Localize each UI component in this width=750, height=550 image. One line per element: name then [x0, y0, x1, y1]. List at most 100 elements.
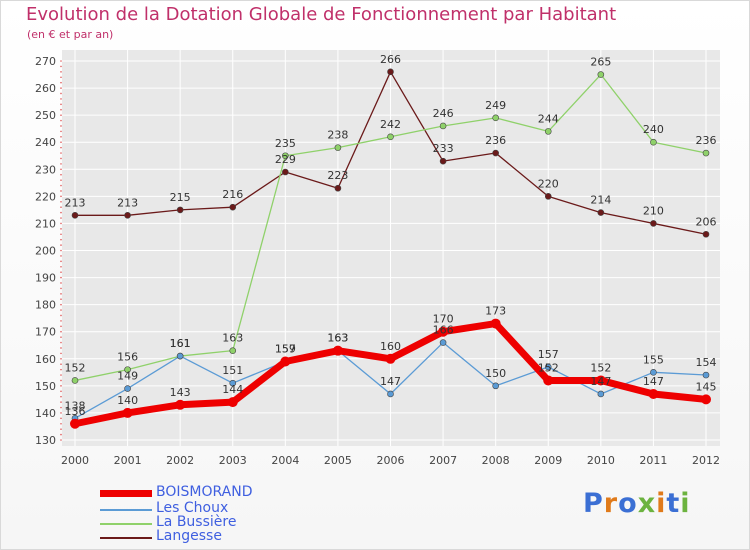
- y-minor-tick: [60, 60, 62, 62]
- y-minor-tick: [60, 428, 62, 430]
- data-point: [492, 382, 499, 390]
- y-minor-tick: [60, 439, 62, 441]
- data-point: [543, 375, 554, 386]
- x-tick-label: 2006: [377, 454, 405, 467]
- data-point: [544, 128, 552, 135]
- y-tick-label: 220: [35, 190, 56, 203]
- legend-swatch-les-choux: [100, 509, 152, 511]
- data-label: 163: [327, 332, 348, 345]
- data-point: [282, 152, 289, 160]
- y-minor-tick: [60, 179, 62, 181]
- data-label: 266: [380, 53, 401, 66]
- data-point: [122, 407, 133, 418]
- y-tick-label: 170: [35, 326, 56, 339]
- x-tick-label: 2010: [587, 454, 615, 467]
- y-minor-tick: [60, 157, 62, 160]
- y-minor-tick: [60, 330, 62, 333]
- logo-letter: i: [680, 488, 691, 519]
- legend-label-la-bussiere: La Bussière: [156, 514, 237, 530]
- y-minor-tick: [60, 401, 62, 403]
- y-minor-tick: [60, 379, 62, 382]
- y-minor-tick: [60, 352, 62, 355]
- y-minor-tick: [60, 228, 62, 230]
- y-tick-label: 160: [35, 353, 56, 366]
- chart-subtitle: (en € et par an): [27, 28, 114, 41]
- data-label: 156: [117, 351, 138, 364]
- data-point: [387, 390, 394, 398]
- data-point: [650, 138, 657, 146]
- y-minor-tick: [60, 374, 62, 376]
- y-minor-tick: [60, 114, 62, 116]
- x-tick-label: 2001: [114, 454, 142, 467]
- y-tick-label: 180: [35, 299, 56, 312]
- data-point: [229, 379, 237, 387]
- y-minor-tick: [60, 303, 62, 306]
- y-tick-label: 270: [35, 55, 56, 68]
- legend-item-boismorand: BOISMORAND: [100, 484, 340, 500]
- y-minor-tick: [60, 271, 62, 273]
- y-tick-label: 200: [35, 245, 56, 258]
- y-minor-tick: [60, 71, 62, 73]
- data-label: 235: [275, 137, 296, 150]
- data-label: 173: [485, 305, 506, 318]
- data-point: [176, 352, 184, 360]
- y-minor-tick: [60, 81, 62, 84]
- y-minor-tick: [60, 412, 62, 414]
- y-minor-tick: [60, 249, 62, 252]
- data-label: 215: [170, 191, 191, 204]
- data-label: 206: [696, 215, 717, 228]
- data-label: 244: [538, 112, 559, 125]
- data-label: 213: [117, 196, 138, 209]
- data-label: 166: [433, 324, 454, 337]
- data-point: [702, 230, 710, 238]
- data-label: 143: [170, 386, 191, 399]
- y-minor-tick: [60, 168, 62, 171]
- proxiti-logo: Proxiti: [583, 488, 691, 519]
- y-minor-tick: [60, 276, 62, 279]
- y-minor-tick: [60, 260, 62, 263]
- data-point: [544, 193, 552, 200]
- data-label: 144: [222, 383, 243, 396]
- y-minor-tick: [60, 200, 62, 203]
- data-point: [280, 356, 291, 367]
- data-label: 246: [433, 107, 454, 120]
- data-point: [439, 339, 447, 346]
- y-minor-tick: [60, 314, 62, 317]
- data-label: 159: [275, 342, 296, 355]
- data-label: 155: [643, 353, 664, 366]
- data-point: [597, 209, 605, 216]
- legend-item-langesse: Langesse: [100, 528, 340, 544]
- x-tick-label: 2012: [692, 454, 720, 467]
- logo-letter: r: [603, 488, 619, 519]
- y-minor-tick: [60, 244, 62, 246]
- logo-letter: o: [618, 488, 638, 519]
- data-label: 152: [65, 361, 86, 374]
- y-minor-tick: [60, 293, 62, 295]
- y-minor-tick: [60, 238, 62, 241]
- y-minor-tick: [60, 163, 62, 165]
- y-minor-tick: [60, 390, 62, 393]
- y-tick-label: 250: [35, 109, 56, 122]
- x-tick-label: 2008: [482, 454, 510, 467]
- x-tick-label: 2002: [166, 454, 194, 467]
- y-minor-tick: [60, 433, 62, 436]
- y-minor-tick: [60, 152, 62, 154]
- y-minor-tick: [60, 103, 62, 106]
- data-label: 152: [590, 361, 611, 374]
- data-point: [334, 144, 342, 151]
- y-minor-tick: [60, 211, 62, 214]
- data-label: 229: [275, 153, 296, 166]
- y-tick-label: 130: [35, 434, 56, 447]
- data-point: [175, 399, 186, 410]
- y-minor-tick: [60, 125, 62, 127]
- legend-label-boismorand: BOISMORAND: [156, 484, 253, 500]
- y-tick-label: 230: [35, 163, 56, 176]
- data-point: [492, 149, 499, 157]
- legend-label-langesse: Langesse: [156, 528, 222, 544]
- data-label: 242: [380, 118, 401, 131]
- data-point: [334, 184, 342, 192]
- data-label: 145: [696, 380, 717, 393]
- data-label: 213: [65, 196, 86, 209]
- y-minor-tick: [60, 222, 62, 225]
